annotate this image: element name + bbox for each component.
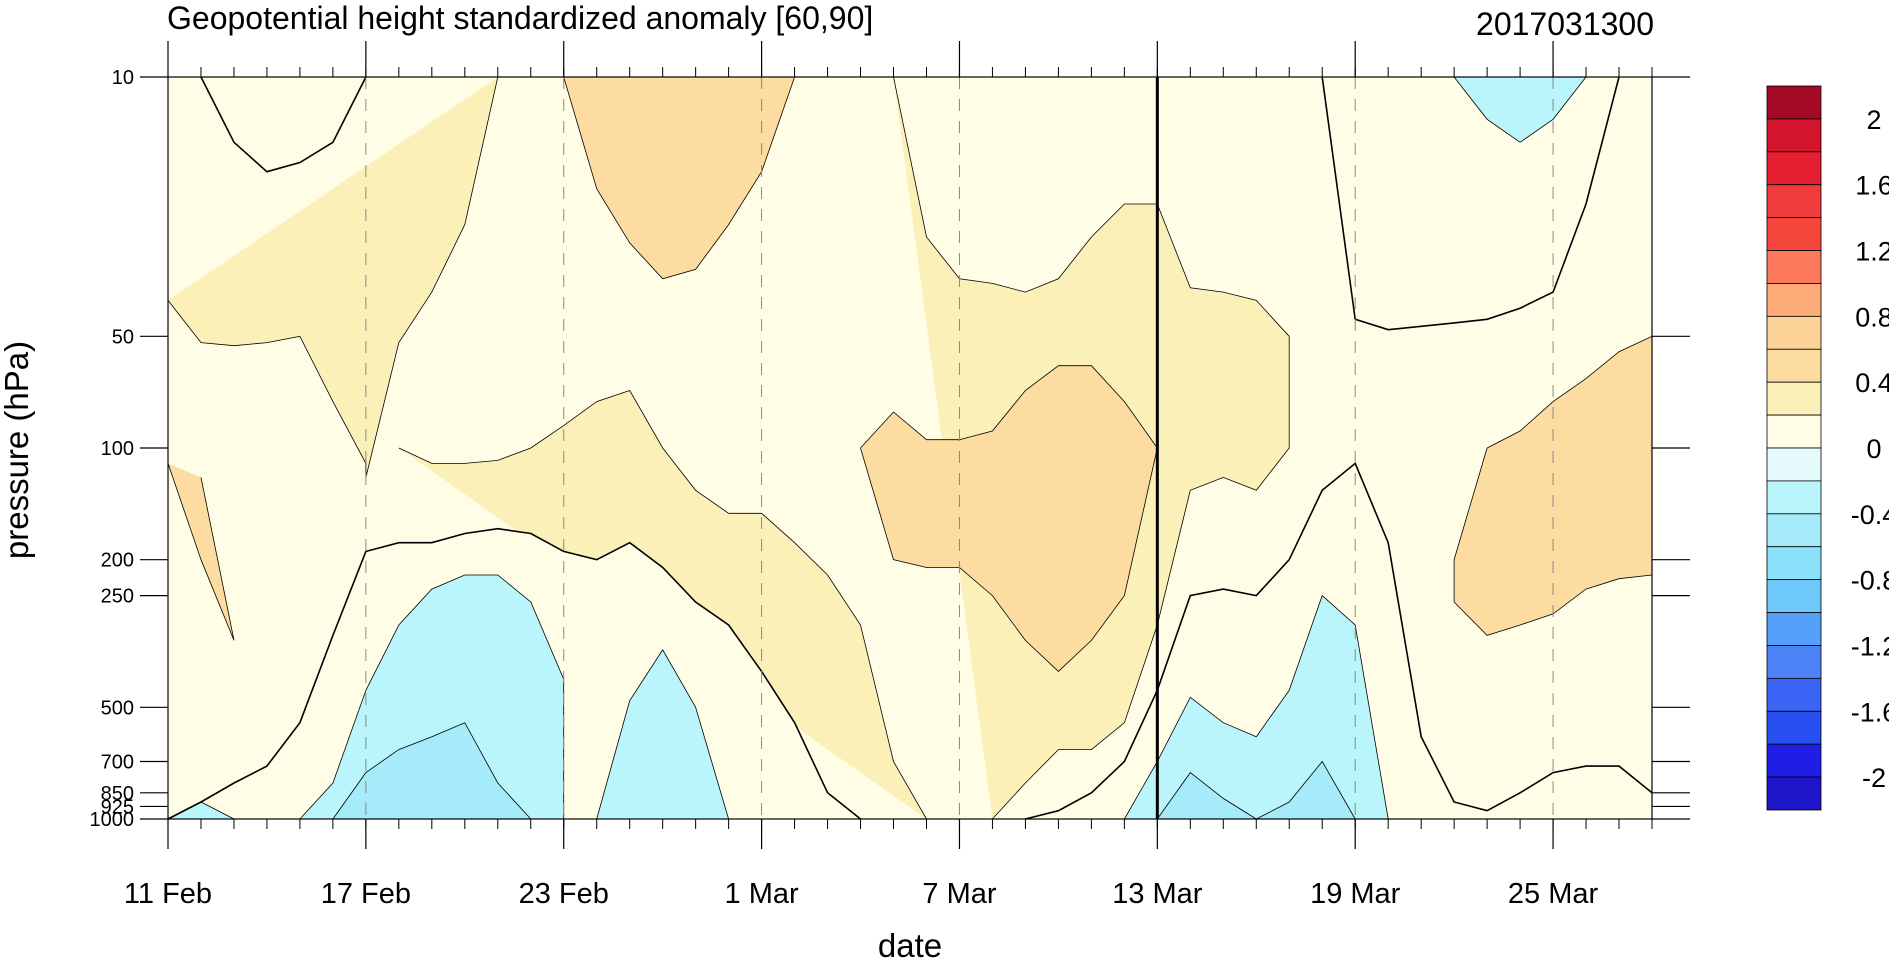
colorbar-box <box>1766 414 1822 449</box>
contour-fill <box>168 77 498 478</box>
contour-fill <box>563 77 795 279</box>
colorbar-label: 1.2 <box>1855 237 1889 267</box>
chart-subtitle: 2017031300 <box>1476 6 1654 42</box>
grid-layer <box>365 77 1554 819</box>
fill-layer <box>168 77 1652 819</box>
x-tick-label: 11 Feb <box>124 878 212 910</box>
contour-line <box>332 722 532 820</box>
contour-line <box>1124 594 1389 820</box>
colorbar-box <box>1766 743 1822 778</box>
chart-title: Geopotential height standardized anomaly… <box>167 0 873 36</box>
contour-fill <box>860 365 1158 672</box>
colorbar-label: -1.6 <box>1851 697 1889 727</box>
y-tick-label: 10 <box>112 67 134 89</box>
x-tick-label: 13 Mar <box>1112 878 1203 910</box>
contour-line <box>1025 462 1653 820</box>
colorbar: 2 1.6 1.2 0.8 0.4 0 -0.4 -0.8 -1.2 -1.6 -2 <box>1766 85 1889 811</box>
colorbar-box <box>1766 645 1822 679</box>
contour-line <box>167 801 235 820</box>
contour-line <box>398 390 927 820</box>
colorbar-box <box>1766 579 1822 613</box>
contour-line <box>1321 76 1620 331</box>
y-tick-label: 700 <box>101 752 134 774</box>
contour-line <box>893 76 1290 820</box>
contour-fill <box>201 77 366 172</box>
colorbar-box <box>1766 776 1822 811</box>
colorbar-label: 1.6 <box>1855 171 1889 201</box>
contour-line <box>167 76 499 478</box>
contour-fill <box>1157 761 1356 819</box>
y-tick-label: 250 <box>101 586 134 608</box>
y-tick-label: 500 <box>101 697 134 719</box>
colorbar-label: 0.4 <box>1855 368 1889 398</box>
contour-line <box>563 76 795 280</box>
colorbar-box <box>1766 480 1822 515</box>
colorbar-label: -2 <box>1862 763 1886 793</box>
contour-line <box>596 649 729 820</box>
x-tick-label: 1 Mar <box>725 878 799 910</box>
colorbar-box <box>1766 447 1822 482</box>
contour-fill <box>1322 77 1619 330</box>
colorbar-box <box>1766 184 1822 219</box>
colorbar-label: -1.2 <box>1851 631 1889 661</box>
colorbar-label: 0.8 <box>1855 302 1889 332</box>
contour-line <box>200 76 367 173</box>
axes-layer: 11 Feb 17 Feb 23 Feb 1 Mar 7 Mar 13 Mar 19 Mar… <box>90 41 1690 910</box>
colorbar-box <box>1766 85 1822 120</box>
y-tick-label: 850 <box>101 783 134 805</box>
colorbar-box <box>1766 315 1822 350</box>
x-tick-label: 25 Mar <box>1508 878 1599 910</box>
contour-fill <box>1454 77 1586 143</box>
colorbar-box <box>1766 250 1822 284</box>
contour-line <box>1453 335 1653 636</box>
y-tick-label: 200 <box>101 550 134 572</box>
colorbar-box <box>1766 546 1822 581</box>
x-axis-label: date <box>878 927 942 963</box>
colorbar-box <box>1766 151 1822 186</box>
colorbar-box <box>1766 381 1822 416</box>
colorbar-box <box>1766 118 1822 153</box>
colorbar-box <box>1766 710 1822 745</box>
x-tick-label: 7 Mar <box>922 878 996 910</box>
x-tick-label: 17 Feb <box>321 878 411 910</box>
contour-fill <box>332 722 531 819</box>
contour-line <box>1453 76 1587 143</box>
colorbar-box <box>1766 513 1822 548</box>
contour-fill <box>596 649 729 819</box>
contour-fill <box>168 802 234 819</box>
contour-fill <box>168 463 234 641</box>
y-tick-label: 100 <box>101 438 134 460</box>
colorbar-box <box>1766 348 1822 383</box>
colorbar-box <box>1766 612 1822 646</box>
colorbar-label: 0 <box>1866 434 1881 464</box>
contour-line <box>167 527 861 820</box>
contour-fill <box>299 575 564 819</box>
colorbar-label: 2 <box>1866 105 1881 135</box>
y-tick-label: 925 <box>101 796 134 818</box>
y-tick-label: 50 <box>112 326 134 348</box>
colorbar-box <box>1766 283 1822 317</box>
y-tick-label: 1000 <box>90 809 135 831</box>
colorbar-label: -0.4 <box>1851 500 1889 530</box>
x-tick-label: 23 Feb <box>519 878 609 910</box>
contour-line <box>167 463 235 641</box>
y-axis-label: pressure (hPa) <box>0 341 35 559</box>
colorbar-box <box>1766 677 1822 712</box>
x-tick-label: 19 Mar <box>1310 878 1401 910</box>
colorbar-label: -0.8 <box>1851 566 1889 596</box>
contour-fill <box>1454 336 1652 636</box>
colorbar-box <box>1766 217 1822 251</box>
contour-layer <box>167 76 1653 820</box>
